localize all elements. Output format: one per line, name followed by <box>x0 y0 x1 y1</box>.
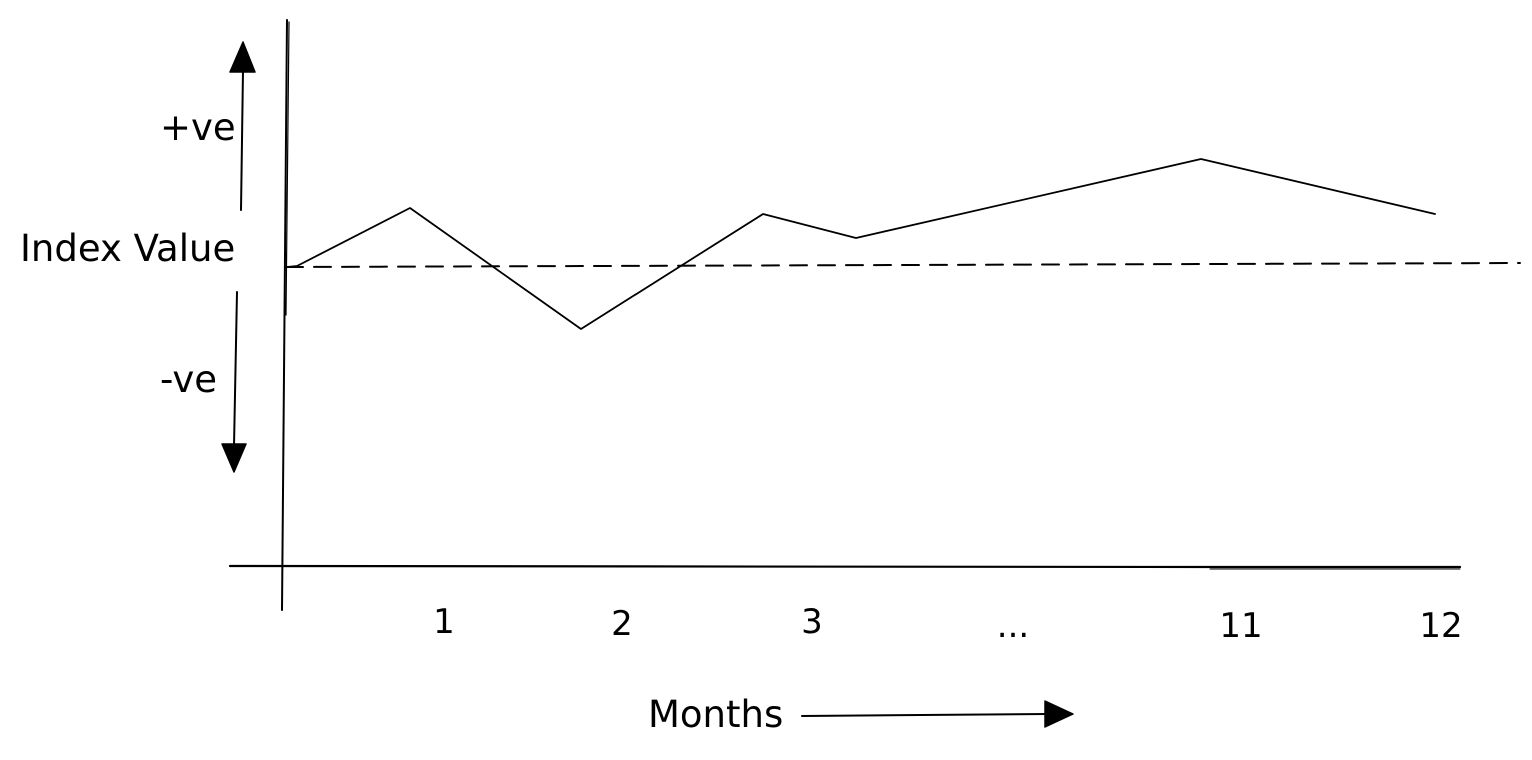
x-tick-label: ... <box>997 606 1029 646</box>
x-tick-label: 11 <box>1219 606 1262 646</box>
right-arrow-icon <box>801 700 1074 728</box>
x-tick-label: 12 <box>1419 606 1462 646</box>
y-axis-line <box>281 19 288 611</box>
x-tick-label: 2 <box>611 604 633 644</box>
down-arrow-icon <box>221 291 247 473</box>
y-axis-title: Index Value <box>20 227 235 270</box>
x-axis-line <box>228 564 1462 569</box>
up-arrow-icon <box>229 41 256 211</box>
y-axis-negative-label: -ve <box>160 358 217 401</box>
x-tick-label: 3 <box>801 602 823 642</box>
dashed-baseline <box>285 262 1521 268</box>
x-tick-label: 1 <box>433 602 455 642</box>
x-axis-title: Months <box>648 693 783 736</box>
index-value-line <box>286 158 1436 330</box>
y-axis-positive-label: +ve <box>160 106 236 149</box>
